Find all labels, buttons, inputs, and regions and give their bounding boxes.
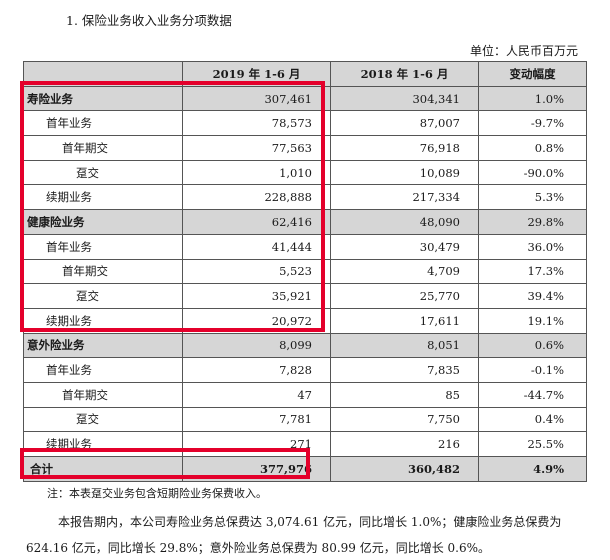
row-label: 趸交 <box>23 159 183 186</box>
table-row: 首年业务 78,573 87,007 -9.7% <box>23 110 587 137</box>
change-value: 1.0% <box>478 85 587 112</box>
change-value: -44.7% <box>478 381 587 408</box>
row-label: 续期业务 <box>23 307 183 334</box>
table-row: 首年期交 5,523 4,709 17.3% <box>23 258 587 285</box>
change-value: 25.5% <box>478 431 587 457</box>
change-value: 17.3% <box>478 258 587 285</box>
value-2018: 304,341 <box>330 85 479 112</box>
category-row: 健康险业务 62,416 48,090 29.8% <box>23 209 587 235</box>
table-row: 首年期交 77,563 76,918 0.8% <box>23 135 587 161</box>
value-2019: 78,573 <box>182 110 331 137</box>
row-label: 意外险业务 <box>23 332 183 359</box>
value-2019: 20,972 <box>182 307 331 334</box>
change-value: -0.1% <box>478 357 587 383</box>
change-value: 39.4% <box>478 283 587 309</box>
row-label: 首年期交 <box>23 135 183 161</box>
row-label: 趸交 <box>23 406 183 433</box>
change-value: 0.6% <box>478 332 587 359</box>
table-header-row: 2019 年 1-6 月 2018 年 1-6 月 变动幅度 <box>23 61 587 87</box>
header-blank <box>23 61 183 87</box>
value-2019: 1,010 <box>182 159 331 186</box>
value-2019: 307,461 <box>182 85 331 112</box>
row-label: 趸交 <box>23 283 183 309</box>
row-label: 续期业务 <box>23 184 183 211</box>
value-2018: 7,835 <box>330 357 479 383</box>
category-row: 意外险业务 8,099 8,051 0.6% <box>23 332 587 359</box>
value-2019: 5,523 <box>182 258 331 285</box>
value-2018: 217,334 <box>330 184 479 211</box>
change-value: 0.8% <box>478 135 587 161</box>
unit-label: 单位：人民币百万元 <box>469 44 578 58</box>
header-2019: 2019 年 1-6 月 <box>182 61 331 87</box>
change-value: 5.3% <box>478 184 587 211</box>
value-2018: 8,051 <box>330 332 479 359</box>
table-row: 续期业务 271 216 25.5% <box>23 431 587 457</box>
table-row: 续期业务 228,888 217,334 5.3% <box>23 184 587 211</box>
value-2018: 30,479 <box>330 233 479 260</box>
change-value: -90.0% <box>478 159 587 186</box>
row-label: 首年业务 <box>23 357 183 383</box>
table-row: 首年业务 7,828 7,835 -0.1% <box>23 357 587 383</box>
table-row: 趸交 1,010 10,089 -90.0% <box>23 159 587 186</box>
category-row: 寿险业务 307,461 304,341 1.0% <box>23 85 587 112</box>
value-2019: 77,563 <box>182 135 331 161</box>
header-change: 变动幅度 <box>478 61 587 87</box>
section-heading: 1. 保险业务收入业务分项数据 <box>66 13 232 28</box>
change-value: 0.4% <box>478 406 587 433</box>
value-2019: 62,416 <box>182 209 331 235</box>
value-2018: 48,090 <box>330 209 479 235</box>
table-row: 趸交 7,781 7,750 0.4% <box>23 406 587 433</box>
value-2018: 10,089 <box>330 159 479 186</box>
value-2018: 17,611 <box>330 307 479 334</box>
value-2018: 87,007 <box>330 110 479 137</box>
row-label: 首年期交 <box>23 258 183 285</box>
change-value: 36.0% <box>478 233 587 260</box>
value-2019: 271 <box>182 431 331 457</box>
value-2018: 85 <box>330 381 479 408</box>
change-value: -9.7% <box>478 110 587 137</box>
row-label: 健康险业务 <box>23 209 183 235</box>
table-body: 寿险业务 307,461 304,341 1.0% 首年业务 78,573 87,007 -9… <box>23 85 587 482</box>
value-2018: 7,750 <box>330 406 479 433</box>
premium-table: 2019 年 1-6 月 2018 年 1-6 月 变动幅度 寿险业务 307,4… <box>23 61 587 482</box>
total-2019: 377,976 <box>182 456 331 482</box>
header-2018: 2018 年 1-6 月 <box>330 61 479 87</box>
value-2018: 216 <box>330 431 479 457</box>
value-2018: 4,709 <box>330 258 479 285</box>
table-note: 注：本表趸交业务包含短期险业务保费收入。 <box>47 487 267 500</box>
row-label: 首年业务 <box>23 110 183 137</box>
table-row: 续期业务 20,972 17,611 19.1% <box>23 307 587 334</box>
value-2019: 47 <box>182 381 331 408</box>
value-2019: 7,781 <box>182 406 331 433</box>
value-2019: 228,888 <box>182 184 331 211</box>
total-row: 合计 377,976 360,482 4.9% <box>23 456 587 482</box>
value-2019: 35,921 <box>182 283 331 309</box>
row-label: 续期业务 <box>23 431 183 457</box>
row-label: 寿险业务 <box>23 85 183 112</box>
value-2019: 41,444 <box>182 233 331 260</box>
row-label: 首年期交 <box>23 381 183 408</box>
table-row: 首年期交 47 85 -44.7% <box>23 381 587 408</box>
summary-paragraph-line-2: 624.16 亿元，同比增长 29.8%；意外险业务总保费为 80.99 亿元，… <box>26 541 491 555</box>
summary-paragraph-line-1: 本报告期内，本公司寿险业务总保费达 3,074.61 亿元，同比增长 1.0%；… <box>58 515 562 529</box>
value-2019: 8,099 <box>182 332 331 359</box>
value-2019: 7,828 <box>182 357 331 383</box>
change-value: 29.8% <box>478 209 587 235</box>
table-row: 首年业务 41,444 30,479 36.0% <box>23 233 587 260</box>
table-row: 趸交 35,921 25,770 39.4% <box>23 283 587 309</box>
change-value: 19.1% <box>478 307 587 334</box>
row-label: 首年业务 <box>23 233 183 260</box>
total-2018: 360,482 <box>330 456 479 482</box>
total-change: 4.9% <box>478 456 587 482</box>
total-label: 合计 <box>23 456 183 482</box>
value-2018: 25,770 <box>330 283 479 309</box>
value-2018: 76,918 <box>330 135 479 161</box>
